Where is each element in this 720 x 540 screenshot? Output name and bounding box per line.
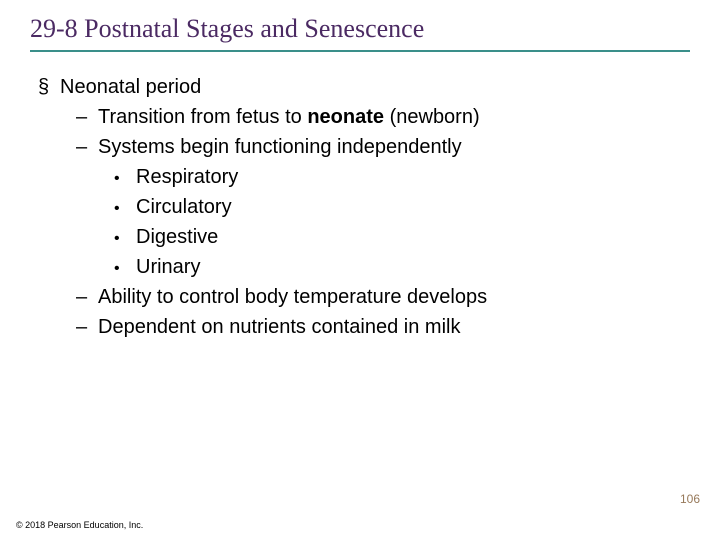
list-item: –Systems begin functioning independently <box>76 132 678 162</box>
item-text: Neonatal period <box>60 76 201 98</box>
bullet-lvl2: – <box>76 132 98 162</box>
slide-title: 29-8 Postnatal Stages and Senescence <box>30 14 424 44</box>
item-text-suffix: (newborn) <box>384 106 480 128</box>
bullet-lvl3: • <box>114 197 136 221</box>
item-text: Dependent on nutrients contained in milk <box>98 316 460 338</box>
item-text-prefix: Transition from fetus to <box>98 106 307 128</box>
title-underline <box>30 50 690 52</box>
item-text: Circulatory <box>136 196 232 218</box>
list-item: •Circulatory <box>114 192 678 222</box>
page-number: 106 <box>680 492 700 506</box>
item-text: Ability to control body temperature deve… <box>98 286 487 308</box>
bullet-lvl3: • <box>114 227 136 251</box>
item-text: Digestive <box>136 226 218 248</box>
list-item: •Urinary <box>114 252 678 282</box>
item-text: Systems begin functioning independently <box>98 136 462 158</box>
bullet-lvl2: – <box>76 312 98 342</box>
bullet-lvl3: • <box>114 167 136 191</box>
content-body: §Neonatal period –Transition from fetus … <box>38 72 678 342</box>
list-item: •Digestive <box>114 222 678 252</box>
list-item: –Ability to control body temperature dev… <box>76 282 678 312</box>
bullet-lvl2: – <box>76 102 98 132</box>
copyright-text: © 2018 Pearson Education, Inc. <box>16 520 143 530</box>
item-text-bold: neonate <box>307 106 384 128</box>
bullet-lvl2: – <box>76 282 98 312</box>
item-text: Urinary <box>136 256 200 278</box>
list-item: –Dependent on nutrients contained in mil… <box>76 312 678 342</box>
list-item: •Respiratory <box>114 162 678 192</box>
bullet-lvl3: • <box>114 257 136 281</box>
item-text: Respiratory <box>136 166 238 188</box>
slide: 29-8 Postnatal Stages and Senescence §Ne… <box>0 0 720 540</box>
list-item: –Transition from fetus to neonate (newbo… <box>76 102 678 132</box>
bullet-lvl1: § <box>38 72 60 102</box>
list-item: §Neonatal period <box>38 72 678 102</box>
